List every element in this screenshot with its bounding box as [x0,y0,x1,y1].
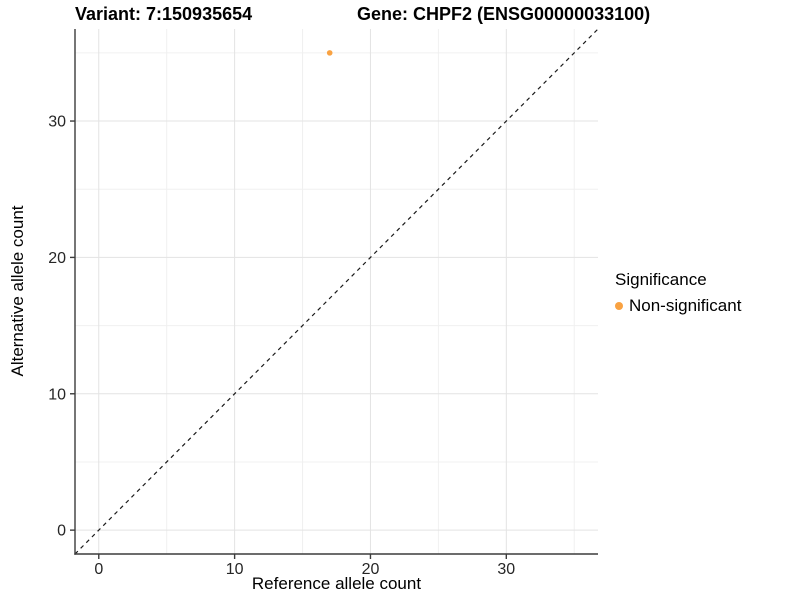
legend-point-icon [615,302,623,310]
data-point [326,50,333,56]
y-axis-tick-label: 10 [48,386,66,403]
x-axis-title: Reference allele count [251,574,422,593]
y-axis-tick-label: 30 [48,114,66,131]
legend-entry: Non-significant [615,296,741,316]
legend: Significance Non-significant [615,270,741,316]
identity-reference-line [74,28,599,555]
x-axis-tick-label: 30 [497,561,515,578]
x-axis-tick-label: 20 [362,561,380,578]
y-axis-tick-label: 20 [48,250,66,267]
gene-title: Gene: CHPF2 (ENSG00000033100) [357,4,651,24]
y-axis-tick-label: 0 [57,523,66,540]
x-axis-tick-label: 0 [94,561,103,578]
legend-title: Significance [615,270,707,289]
legend-entry-label: Non-significant [629,296,742,315]
x-axis-tick-label: 10 [226,561,244,578]
variant-title: Variant: 7:150935654 [75,4,253,24]
y-axis-title: Alternative allele count [8,205,27,377]
